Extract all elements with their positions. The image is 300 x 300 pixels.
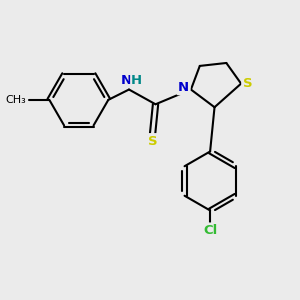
Text: S: S bbox=[243, 76, 252, 89]
Text: S: S bbox=[148, 135, 158, 148]
Text: CH₃: CH₃ bbox=[6, 95, 26, 105]
Text: N: N bbox=[121, 74, 132, 87]
Text: H: H bbox=[131, 74, 142, 87]
Text: N: N bbox=[178, 81, 189, 94]
Text: Cl: Cl bbox=[203, 224, 217, 237]
